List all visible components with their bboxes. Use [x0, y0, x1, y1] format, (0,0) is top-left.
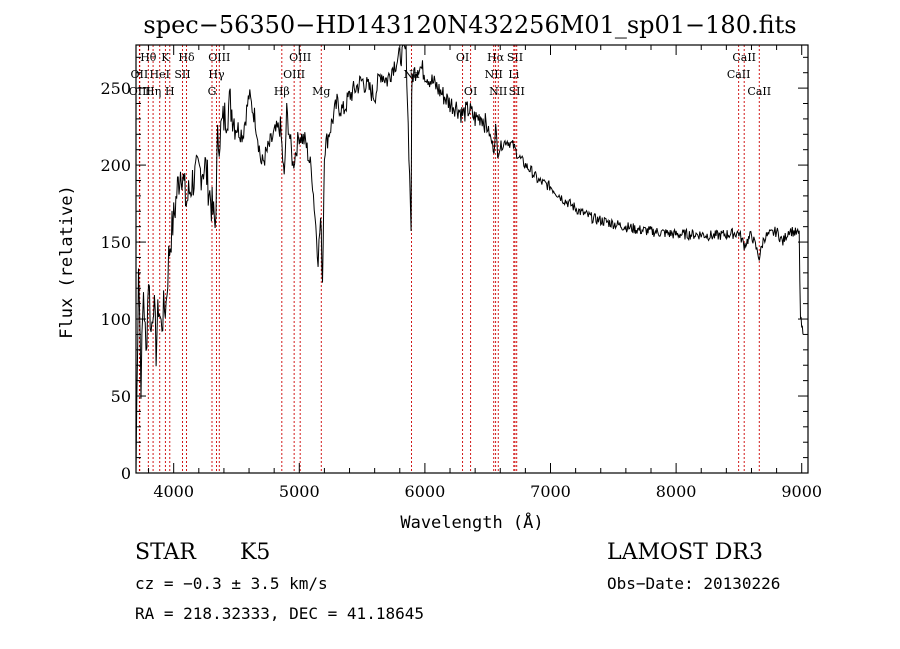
marker-label-5: K — [161, 51, 170, 64]
marker-label-23: Li — [508, 68, 519, 81]
marker-label-3: HeI — [150, 68, 170, 81]
marker-label-14: Hβ — [274, 85, 290, 98]
marker-label-6: SII — [174, 68, 190, 81]
y-tick-label-1: 50 — [111, 387, 131, 406]
marker-label-9: OIII — [208, 51, 230, 64]
marker-label-21: NII — [489, 85, 507, 98]
redshift-cz: cz = −0.3 ± 3.5 km/s — [135, 574, 328, 593]
survey-release: LAMOST DR3 — [607, 540, 763, 565]
marker-label-19: Hα — [487, 51, 505, 64]
y-tick-label-5: 250 — [100, 79, 131, 98]
marker-label-15: Mg — [312, 85, 330, 98]
marker-label-4: Hη — [145, 85, 161, 98]
marker-label-8: Hδ — [178, 51, 195, 64]
x-tick-label-3: 7000 — [530, 482, 571, 501]
marker-label-26: CaII — [727, 68, 751, 81]
y-tick-label-0: 0 — [121, 464, 131, 483]
observation-date: Obs−Date: 20130226 — [607, 574, 781, 593]
marker-label-13: OIII — [283, 68, 305, 81]
axes: 4000 5000 6000 7000 8000 9000 0 50 100 150 200 250 — [100, 45, 822, 501]
x-tick-label-4: 8000 — [656, 482, 697, 501]
y-tick-label-2: 100 — [100, 310, 131, 329]
x-tick-label-1: 5000 — [279, 482, 320, 501]
object-class: STAR — [135, 540, 196, 565]
spectral-line-markers: HθOIIOIIIHeIHηKSIIHHδOIIIHγGOIIIOIIIHβMg… — [129, 45, 771, 473]
marker-label-7: H — [165, 85, 175, 98]
marker-label-12: OIII — [289, 51, 311, 64]
marker-label-11: G — [208, 85, 217, 98]
marker-label-10: Hγ — [208, 68, 225, 81]
marker-label-24: SII — [509, 85, 525, 98]
chart-title: spec−56350−HD143120N432256M01_sp01−180.f… — [143, 11, 796, 39]
plot-frame — [135, 44, 809, 474]
x-tick-label-0: 4000 — [153, 482, 194, 501]
marker-label-25: CaII — [732, 51, 756, 64]
x-axis-label: Wavelength (Å) — [400, 511, 543, 533]
marker-label-27: CaII — [747, 85, 771, 98]
x-tick-label-5: 9000 — [781, 482, 822, 501]
marker-label-17: OI — [456, 51, 469, 64]
marker-label-20: NII — [485, 68, 503, 81]
coordinates: RA = 218.32333, DEC = 41.18645 — [135, 604, 424, 623]
y-tick-label-4: 200 — [100, 156, 131, 175]
x-tick-label-2: 6000 — [405, 482, 446, 501]
marker-label-22: SII — [507, 51, 523, 64]
spectrum-series-line — [135, 44, 804, 474]
marker-label-0: Hθ — [140, 51, 157, 64]
marker-label-18: OI — [464, 85, 477, 98]
y-axis-label: Flux (relative) — [57, 185, 77, 339]
object-subclass: K5 — [240, 540, 271, 565]
y-tick-label-3: 150 — [100, 233, 131, 252]
